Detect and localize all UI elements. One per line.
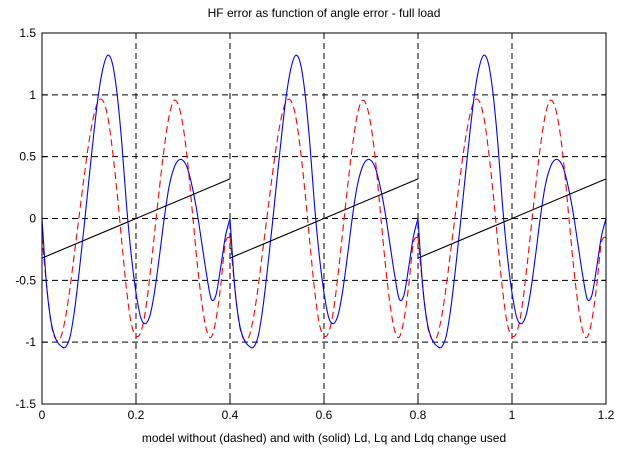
x-tick-label: 0.6 xyxy=(316,408,333,422)
series-0-line xyxy=(417,98,607,342)
y-tick-label: 0.5 xyxy=(19,150,36,164)
plot-series xyxy=(41,54,607,349)
series-2-line xyxy=(229,178,419,259)
y-tick-label: -0.5 xyxy=(15,273,36,287)
y-tick-label: -1.5 xyxy=(15,397,36,411)
y-tick-label: 1.5 xyxy=(19,26,36,40)
series-2-line xyxy=(417,178,607,259)
series-0-line xyxy=(229,98,419,342)
x-tick-label: 0.2 xyxy=(128,408,145,422)
series-0-line xyxy=(41,98,231,342)
y-tick-label: 1 xyxy=(29,88,36,102)
series-2-line xyxy=(41,178,231,259)
x-tick-label: 1 xyxy=(509,408,516,422)
axis-ticks: 0 0.2 0.4 0.6 0.8 1 1.2 -1.5 -1 -0.5 0 0.5 1 1.5 xyxy=(15,26,614,422)
series-1-line xyxy=(41,54,231,349)
x-axis-label: model without (dashed) and with (solid) … xyxy=(142,431,506,445)
x-tick-label: 0.8 xyxy=(410,408,427,422)
x-tick-label: 1.2 xyxy=(598,408,615,422)
x-tick-label: 0 xyxy=(39,408,46,422)
y-tick-label: -1 xyxy=(25,335,36,349)
series-1-line xyxy=(229,54,419,349)
series-1-line xyxy=(417,54,607,349)
y-tick-label: 0 xyxy=(29,212,36,226)
x-tick-label: 0.4 xyxy=(222,408,239,422)
chart-title: HF error as function of angle error - fu… xyxy=(208,6,441,20)
